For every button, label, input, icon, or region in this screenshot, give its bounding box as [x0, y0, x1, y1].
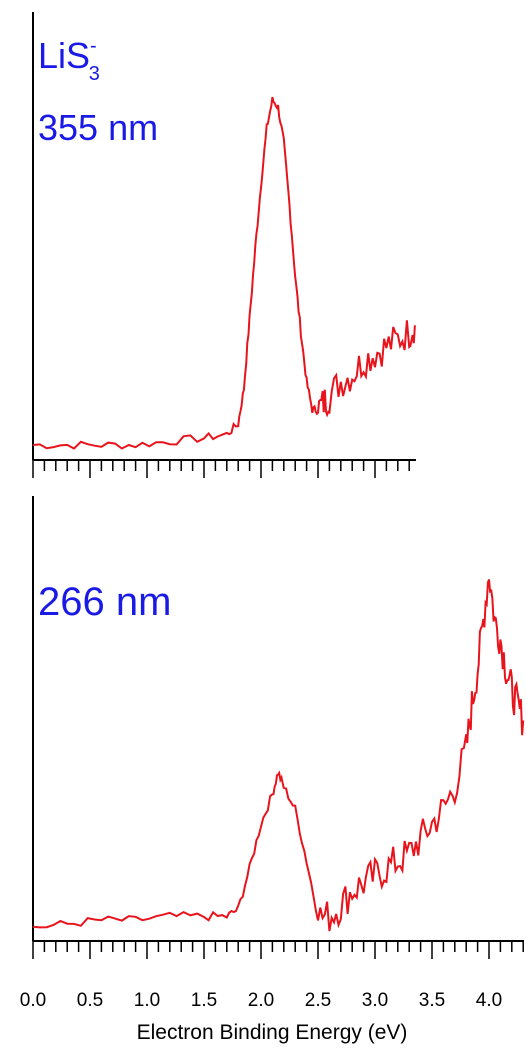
x-tick-label: 1.0 — [134, 990, 160, 1011]
wavelength-label-266: 266 nm — [38, 580, 171, 624]
x-tick-label: 2.5 — [305, 990, 331, 1011]
x-tick-label: 1.5 — [191, 990, 217, 1011]
x-tick-label: 4.0 — [476, 990, 502, 1011]
spectrum-trace-266nm — [32, 579, 525, 932]
species-base: LiS — [38, 35, 90, 76]
x-tick-label: 3.5 — [419, 990, 445, 1011]
x-tick-label: 0.5 — [77, 990, 103, 1011]
panel-top: LiS- 3 355 nm — [32, 12, 416, 478]
wavelength-label-355: 355 nm — [38, 107, 158, 148]
x-tick-labels: 0.0 0.5 1.0 1.5 2.0 2.5 3.0 3.5 4.0 — [20, 990, 502, 1011]
species-superscript: - — [90, 35, 97, 57]
x-axis-title: Electron Binding Energy (eV) — [137, 1021, 408, 1044]
panel-bottom: 266 nm 0.0 0.5 1.0 1.5 2.0 2.5 3.0 3.5 4.0 Elect… — [20, 496, 525, 1044]
x-tick-label: 0.0 — [20, 990, 46, 1011]
species-subscript: 3 — [89, 63, 100, 85]
x-ticks-top — [32, 460, 410, 478]
x-tick-label: 3.0 — [362, 990, 388, 1011]
species-label: LiS- 3 — [38, 35, 100, 85]
x-ticks-bottom — [32, 941, 524, 959]
x-tick-label: 2.0 — [248, 990, 274, 1011]
spectrum-trace-355nm — [32, 96, 416, 450]
